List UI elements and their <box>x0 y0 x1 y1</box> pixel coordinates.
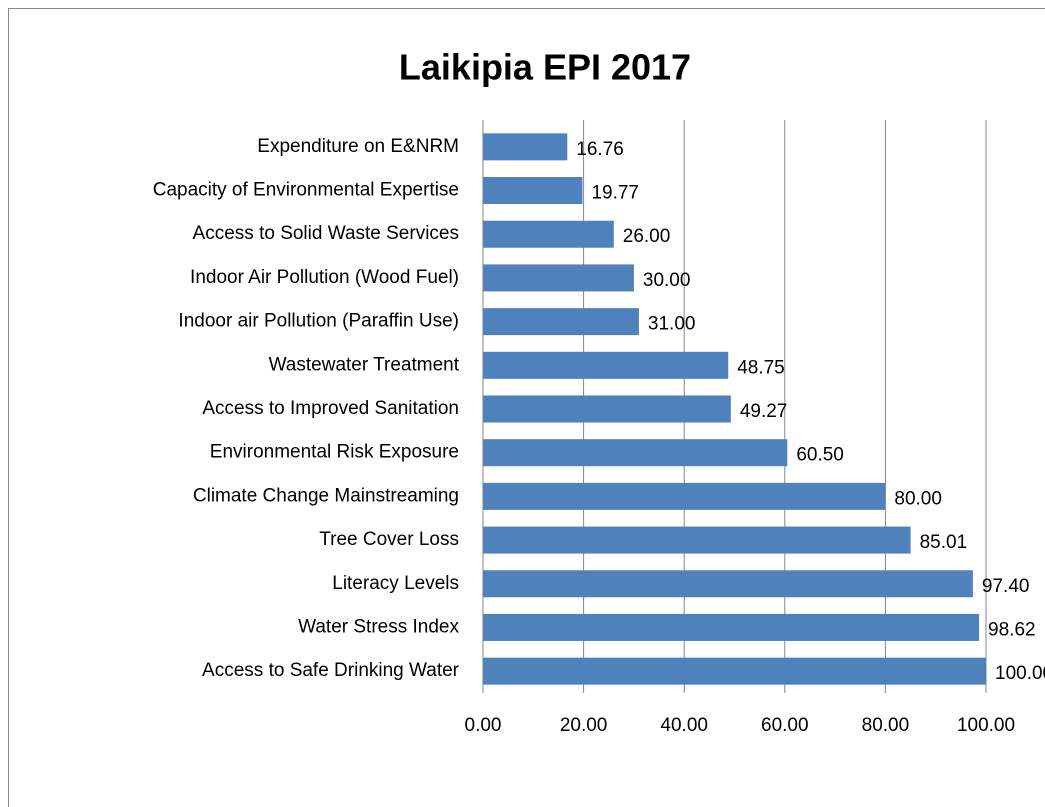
chart-title: Laikipia EPI 2017 <box>399 47 691 88</box>
bar <box>483 482 886 510</box>
bar <box>483 613 980 641</box>
value-label: 31.00 <box>648 314 696 335</box>
x-tick-label: 0.00 <box>465 715 502 736</box>
bar <box>483 351 729 379</box>
bar <box>483 264 634 292</box>
value-label: 85.01 <box>920 532 968 553</box>
value-label: 97.40 <box>982 576 1030 597</box>
y-tick-label: Water Stress Index <box>298 616 459 637</box>
bar <box>483 220 614 248</box>
value-label: 80.00 <box>894 488 942 509</box>
value-label: 16.76 <box>576 139 624 160</box>
bar <box>483 439 788 467</box>
x-tick-label: 80.00 <box>862 715 910 736</box>
y-tick-label: Access to Solid Waste Services <box>193 223 459 244</box>
value-label: 98.62 <box>988 619 1036 640</box>
x-tick-label: 20.00 <box>560 715 608 736</box>
y-tick-label: Indoor Air Pollution (Wood Fuel) <box>190 267 459 288</box>
bar <box>483 395 731 423</box>
y-tick-label: Expenditure on E&NRM <box>257 136 459 157</box>
bar <box>483 308 639 336</box>
y-tick-label: Access to Improved Sanitation <box>202 398 459 419</box>
value-label: 19.77 <box>591 183 639 204</box>
bar <box>483 657 986 685</box>
y-tick-label: Wastewater Treatment <box>269 354 460 375</box>
y-tick-label: Climate Change Mainstreaming <box>193 485 459 506</box>
value-label: 60.50 <box>796 445 844 466</box>
x-tick-label: 40.00 <box>660 715 708 736</box>
bar <box>483 133 568 161</box>
bar <box>483 526 911 554</box>
bar <box>483 177 583 205</box>
value-label: 49.27 <box>740 401 788 422</box>
bar <box>483 570 973 598</box>
x-tick-label: 100.00 <box>957 715 1015 736</box>
value-label: 48.75 <box>737 357 785 378</box>
y-tick-label: Tree Cover Loss <box>319 529 459 550</box>
value-label: 26.00 <box>623 226 671 247</box>
value-label: 30.00 <box>643 270 691 291</box>
x-tick-label: 60.00 <box>761 715 809 736</box>
y-tick-label: Literacy Levels <box>332 573 459 594</box>
y-tick-label: Capacity of Environmental Expertise <box>153 180 459 201</box>
value-label: 100.00 <box>995 663 1045 684</box>
y-tick-label: Environmental Risk Exposure <box>210 442 459 463</box>
y-tick-label: Access to Safe Drinking Water <box>202 660 460 681</box>
y-tick-label: Indoor air Pollution (Paraffin Use) <box>178 311 459 332</box>
